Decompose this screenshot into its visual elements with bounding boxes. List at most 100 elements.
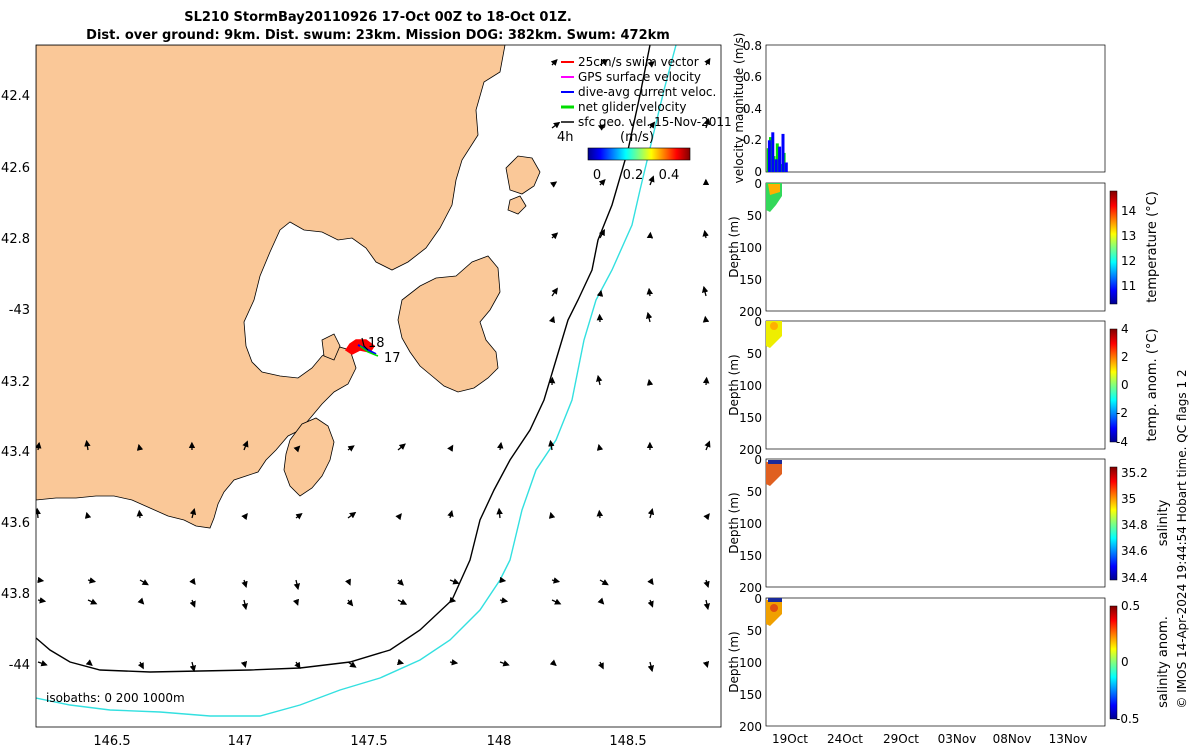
sfc-vector-arrow [647,60,655,68]
sfc-vector-arrow [702,660,710,669]
ytick: 100 [739,379,762,393]
sal-anom-surface [768,598,782,602]
peninsula-east [397,255,501,393]
salinity-panel: Depth (m) 0 50 100 150 200 35.2 35 34.8 … [727,453,1171,595]
day-label-18: 18 [368,336,385,351]
ytick: 50 [747,209,762,223]
island-northeast [505,155,541,195]
lon-tick: 147 [228,734,253,749]
sal-anom-data [766,600,782,626]
sfc-vector-arrow [596,443,604,451]
title-line1: SL210 StormBay20110926 17-Oct 00Z to 18-… [184,10,572,25]
sfc-vector-arrow [241,599,248,611]
sfc-vector-arrow [551,121,561,129]
ytick: 0 [754,177,762,191]
legend-swim-vector: 25cm/s swim vector [578,55,699,69]
time-tick: 08Nov [993,732,1032,746]
lat-tick: 42.4 [1,89,30,104]
lat-tick: -43 [9,303,30,318]
time-tick: 13Nov [1049,732,1088,746]
sfc-vector-arrow [551,232,559,240]
sfc-vector-arrow [347,511,357,519]
ytick: 200 [739,720,762,734]
temp-anom-ylabel: Depth (m) [727,354,741,415]
sfc-vector-arrow [551,287,558,297]
legend-gps-velocity: GPS surface velocity [578,70,701,84]
sfc-vector-arrow [702,315,710,323]
sfc-vector-arrow [36,507,41,519]
sfc-vector-arrow [397,443,406,451]
map-legend: 25cm/s swim vector GPS surface velocity … [557,55,732,183]
sfc-vector-arrow [295,513,303,520]
temperature-axes [765,182,1106,312]
lat-tick: 43.4 [1,445,30,460]
legend-net-glider: net glider velocity [578,100,686,114]
temperature-yticks: 0 50 100 150 200 [739,177,762,319]
lat-tick: -44 [9,658,30,673]
sfc-vector-arrow [37,597,47,604]
sfc-vector-arrow [703,599,710,611]
legend-sfc-geo: sfc geo. vel. 15-Nov-2011 [578,115,732,129]
sfc-vector-arrow [549,659,557,667]
sfc-vector-arrow [292,598,299,606]
sfc-vector-arrow [599,579,609,586]
cbar-tick: -0.5 [1116,712,1139,726]
sfc-vector-arrow [597,124,606,131]
sfc-vector-arrow [347,445,355,452]
sfc-vector-arrow [447,509,454,519]
ytick: 100 [739,517,762,531]
sfc-vector-arrow [647,508,655,519]
cbar-tick: 4 [1121,322,1129,336]
ytick: 50 [747,624,762,638]
sfc-vector-arrow [548,315,556,324]
sfc-vector-arrow [549,181,558,188]
sfc-vector-arrow [596,374,603,386]
sfc-vector-arrow [647,577,654,586]
speed-colorbar [587,147,691,161]
temp-anom-yticks: 0 50 100 150 200 [739,315,762,457]
cbar-tick: 12 [1121,254,1136,268]
colorbar-tick: 0.2 [623,168,644,183]
sfc-vector-arrow [598,178,606,186]
sfc-vector-arrow [704,440,711,451]
sfc-vector-arrow [648,175,655,186]
lat-tick: 43.2 [1,375,30,390]
cbar-tick: 0 [1121,378,1129,392]
sfc-vector-arrow [84,439,91,451]
temperature-cbar-ticks: 14 13 12 11 [1121,204,1136,293]
isobath-200m [36,45,651,673]
lon-tick: 146.5 [93,734,130,749]
track-line [361,337,369,351]
isobath-label: isobaths: 0 200 1000m [46,691,185,705]
temperature-data-warm [768,184,780,195]
tasmania-mainland [36,45,506,529]
time-tick: 29Oct [883,732,919,746]
salinity-cbar-ticks: 35.2 35 34.8 34.6 34.4 [1121,466,1148,585]
sfc-vector-arrow [596,509,604,519]
lat-tick: 43.6 [1,516,30,531]
sfc-vector-arrow [189,599,196,608]
day-label-17: 17 [384,351,401,366]
peninsula-south [283,417,335,497]
sal-anom-cbar-ticks: 0.5 0 -0.5 [1116,599,1140,726]
cbar-tick: 34.6 [1121,544,1148,558]
lat-tick: 42.8 [1,232,30,247]
ytick: 0.6 [743,70,762,84]
velocity-panel: velocity magnitude (m/s) 0 0.2 0.4 0.6 0… [732,33,1106,183]
ytick: 0 [754,453,762,467]
lat-axis: 42.4 42.6 42.8 -43 43.2 43.4 43.6 43.8 -… [1,89,30,673]
salinity-cbar-label: salinity [1156,499,1171,546]
sfc-vector-arrow [499,660,510,667]
sfc-vector-arrow [598,228,605,239]
sfc-vector-arrow [647,599,654,608]
ytick: 100 [739,241,762,255]
sfc-vector-arrow [87,577,97,584]
sfc-vector-arrow [294,661,301,669]
temperature-cbar-label: temperature (°C) [1145,191,1160,303]
sfc-vector-arrow [37,660,48,667]
sfc-vector-arrow [36,441,42,451]
sal-anom-colorbar [1109,605,1118,720]
temperature-ylabel: Depth (m) [727,216,741,277]
sfc-vector-arrow [344,578,351,586]
ytick: 200 [739,581,762,595]
